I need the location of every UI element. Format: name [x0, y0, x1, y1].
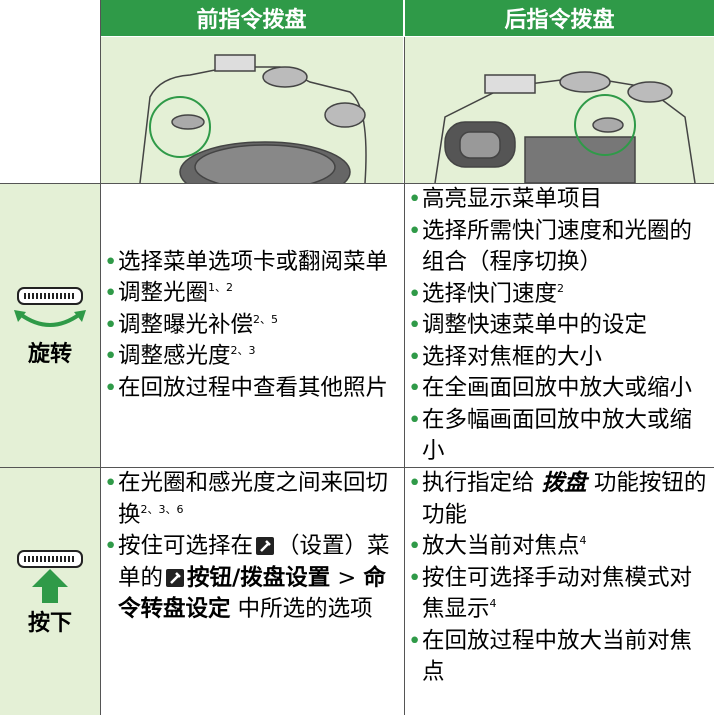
- bullet-item: 高亮显示菜单项目: [406, 184, 708, 216]
- divider: [404, 0, 405, 37]
- bullet-text: 调整感光度: [118, 343, 231, 370]
- bullet-text: 选择对焦框的大小: [422, 343, 603, 370]
- table-cell: 选择菜单选项卡或翻阅菜单调整光圈1、2调整曝光补偿2、5调整感光度2、3在回放过…: [102, 184, 404, 467]
- footnote-ref: 4: [579, 534, 587, 547]
- bullet-text: 调整光圈: [118, 280, 209, 307]
- bullet-item: 选择所需快门速度和光圈的组合（程序切换）: [406, 216, 708, 279]
- bullet-item: 选择快门速度2: [406, 279, 708, 311]
- bullet-item: 选择对焦框的大小: [406, 342, 708, 374]
- bullet-item: 在全画面回放中放大或缩小: [406, 373, 708, 405]
- setup-icon: [256, 537, 275, 555]
- bullet-item: 调整光圈1、2: [102, 278, 398, 310]
- bullet-text: （设置）菜单的: [118, 533, 390, 591]
- bullet-text: 在回放过程中查看其他照片: [118, 374, 389, 401]
- bullet-text: 拨盘: [541, 470, 587, 496]
- bullet-item: 调整快速菜单中的设定: [406, 310, 708, 342]
- bullet-item: 按住可选择手动对焦模式对焦显示4: [406, 563, 708, 626]
- bullet-item: 在回放过程中放大当前对焦点: [406, 626, 708, 689]
- row-label: 旋转: [27, 341, 72, 367]
- bullet-text: 调整曝光补偿: [118, 311, 254, 338]
- camera-rear-sketch: [434, 71, 696, 184]
- bullet-text: 按住可选择手动对焦模式对焦显示: [422, 564, 693, 623]
- footnote-ref: 2、5: [253, 312, 279, 326]
- camera-image: [405, 37, 714, 184]
- bullet-text: 选择快门速度: [422, 280, 558, 307]
- bullet-text: 在回放过程中放大当前对焦点: [422, 627, 693, 686]
- bullet-text: 在光圈和感光度之间来回切换: [118, 470, 389, 528]
- bullet-text: 在全画面回放中放大或缩小: [422, 375, 693, 401]
- footnote-ref: 2: [557, 281, 565, 295]
- bullet-text: 选择所需快门速度和光圈的组合（程序切换）: [422, 217, 693, 276]
- dial-rotate-icon: [14, 286, 86, 327]
- dial-press-icon: [17, 549, 83, 603]
- divider: [404, 37, 405, 715]
- divider: [100, 0, 101, 715]
- bullet-text: 调整快速菜单中的设定: [422, 312, 648, 338]
- footnote-ref: 1、2: [208, 281, 234, 295]
- bullet-item: 调整感光度2、3: [102, 341, 398, 373]
- footnote-ref: 2、3: [230, 344, 256, 358]
- bullet-text: 按钮/拨盘设置: [187, 564, 331, 591]
- camera-image: [100, 37, 403, 203]
- bullet-text: 放大当前对焦点: [422, 533, 580, 559]
- bullet-item: 调整曝光补偿2、5: [102, 310, 398, 342]
- column-header: 后指令拨盘: [405, 0, 714, 36]
- bullet-text: 高亮显示菜单项目: [422, 186, 603, 212]
- footnote-ref: 4: [489, 597, 497, 610]
- bullet-item: 在多幅画面回放中放大或缩小: [406, 405, 708, 468]
- bullet-text: 功能按钮的功能: [422, 470, 707, 528]
- bullet-text: >: [330, 564, 364, 591]
- bullet-item: 在光圈和感光度之间来回切换2、3、6: [102, 468, 398, 531]
- divider: [0, 467, 714, 468]
- bullet-text: 按住可选择在: [118, 533, 254, 559]
- row-label-cell: 旋转: [0, 184, 100, 467]
- table-cell: 高亮显示菜单项目选择所需快门速度和光圈的组合（程序切换）选择快门速度2调整快速菜…: [406, 184, 714, 467]
- bullet-text: 命令转盘设定: [118, 564, 386, 623]
- column-header: 前指令拨盘: [100, 0, 403, 36]
- bullet-text: 在多幅画面回放中放大或缩小: [422, 406, 693, 465]
- bullet-text: 选择菜单选项卡或翻阅菜单: [118, 248, 389, 275]
- divider: [0, 183, 714, 184]
- footnote-ref: 2、3、6: [140, 502, 184, 516]
- camera-front-sketch: [139, 54, 367, 203]
- bullet-item: 选择菜单选项卡或翻阅菜单: [102, 247, 398, 279]
- table-cell: 执行指定给 拨盘 功能按钮的功能放大当前对焦点4按住可选择手动对焦模式对焦显示4…: [406, 468, 714, 715]
- bullet-item: 放大当前对焦点4: [406, 531, 708, 563]
- bullet-item: 执行指定给 拨盘 功能按钮的功能: [406, 468, 708, 531]
- bullet-text: 执行指定给: [422, 470, 542, 496]
- row-label-cell: 按下: [0, 468, 100, 715]
- bullet-text: 中所选的选项: [230, 596, 373, 622]
- row-label: 按下: [27, 610, 72, 636]
- setup-icon: [166, 568, 185, 587]
- bullet-item: 在回放过程中查看其他照片: [102, 373, 398, 405]
